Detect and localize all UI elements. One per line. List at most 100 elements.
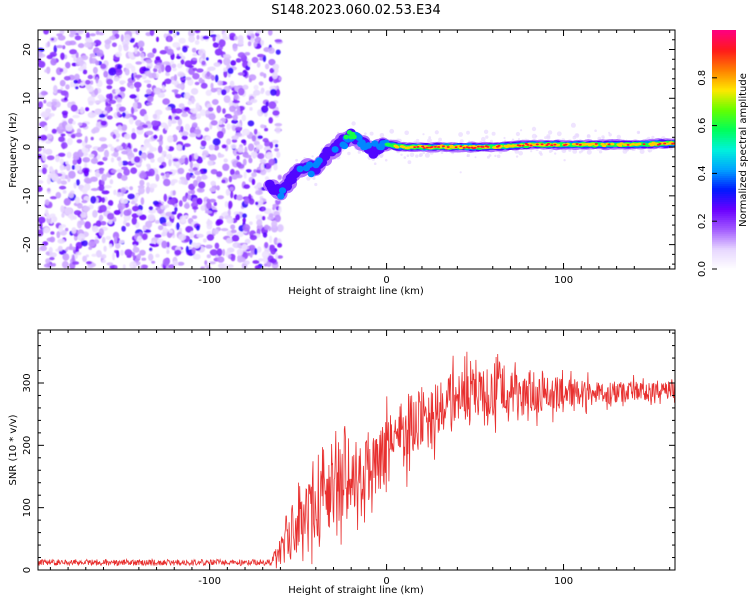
noise-speckle: [258, 81, 264, 86]
colorbar-segment: [712, 207, 736, 210]
noise-speckle: [265, 90, 272, 96]
noise-speckle: [228, 175, 233, 183]
noise-speckle: [135, 93, 139, 100]
noise-speckle: [113, 150, 119, 158]
colorbar-segment: [712, 193, 736, 196]
noise-speckle: [223, 95, 231, 103]
noise-speckle: [157, 92, 165, 98]
noise-speckle: [217, 80, 223, 86]
noise-speckle: [210, 169, 218, 175]
ridge-blob: [521, 144, 525, 147]
noise-speckle: [79, 106, 85, 114]
noise-speckle: [153, 67, 158, 73]
colorbar-segment: [712, 33, 736, 37]
noise-speckle: [136, 209, 143, 216]
colorbar-segment: [712, 163, 736, 167]
noise-speckle: [230, 190, 234, 199]
noise-speckle: [234, 86, 240, 91]
y-tick-label: 20: [22, 43, 33, 56]
halo-speckle: [517, 138, 521, 141]
noise-speckle: [216, 248, 223, 257]
noise-speckle: [177, 63, 183, 69]
noise-speckle: [70, 81, 74, 88]
noise-speckle: [167, 135, 174, 143]
noise-speckle: [250, 151, 258, 157]
noise-speckle: [137, 40, 145, 48]
noise-speckle: [48, 246, 53, 254]
noise-speckle: [258, 30, 263, 34]
noise-speckle: [58, 152, 66, 157]
noise-speckle: [108, 68, 117, 76]
noise-speckle: [114, 265, 118, 269]
noise-speckle: [149, 247, 153, 251]
colorbar-segment: [712, 175, 736, 178]
noise-speckle: [217, 195, 225, 200]
colorbar-segment: [712, 117, 736, 121]
noise-speckle: [166, 48, 174, 56]
noise-speckle: [213, 201, 217, 207]
noise-speckle: [116, 97, 123, 104]
noise-speckle: [137, 204, 143, 212]
noise-speckle: [82, 205, 91, 212]
halo-speckle: [491, 131, 496, 136]
noise-speckle: [68, 118, 74, 125]
noise-speckle: [120, 187, 127, 194]
colorbar-segment: [712, 253, 736, 256]
noise-speckle: [151, 260, 156, 264]
colorbar-segment: [712, 77, 736, 81]
noise-speckle: [68, 170, 76, 179]
noise-speckle: [189, 160, 193, 169]
ridge-group: [263, 128, 675, 201]
noise-speckle: [43, 30, 49, 35]
ridge-blob: [578, 143, 582, 146]
colorbar-segment: [712, 123, 736, 127]
noise-speckle: [172, 67, 177, 72]
noise-speckle: [158, 225, 164, 231]
noise-speckle: [61, 110, 68, 116]
noise-speckle: [265, 101, 269, 107]
noise-speckle: [236, 155, 240, 161]
noise-speckle: [84, 144, 92, 149]
noise-speckle: [95, 60, 100, 66]
noise-speckle: [71, 62, 78, 67]
colorbar-tick-label: 0.0: [697, 261, 708, 277]
noise-speckle: [237, 257, 244, 263]
noise-speckle: [251, 135, 257, 142]
noise-speckle: [45, 258, 51, 264]
noise-speckle: [142, 233, 148, 241]
ridge-blob: [555, 143, 561, 147]
noise-speckle: [196, 225, 200, 231]
noise-speckle: [212, 42, 219, 48]
noise-speckle: [261, 105, 269, 114]
halo-speckle: [369, 131, 374, 136]
noise-speckle: [223, 69, 228, 78]
ridge-blob: [553, 143, 557, 146]
noise-speckle: [99, 204, 107, 213]
noise-speckle: [177, 118, 183, 126]
colorbar-segment: [712, 165, 736, 169]
y-tick-label: 0: [22, 144, 33, 150]
noise-speckle: [145, 59, 153, 64]
noise-speckle: [206, 234, 215, 241]
noise-speckle: [222, 248, 226, 256]
halo-speckle: [438, 137, 442, 142]
y-tick-label: 200: [22, 436, 33, 455]
colorbar-segment: [712, 171, 736, 174]
noise-speckle: [139, 172, 147, 179]
noise-speckle: [45, 140, 52, 144]
noise-speckle: [254, 265, 261, 269]
colorbar-segment: [712, 59, 736, 63]
noise-speckle: [249, 252, 253, 258]
noise-speckle: [261, 251, 269, 259]
halo-speckle: [531, 126, 537, 132]
noise-speckle: [38, 216, 46, 224]
colorbar-segment: [712, 161, 736, 165]
noise-speckle: [196, 156, 203, 164]
noise-speckle: [235, 174, 243, 179]
noise-speckle: [191, 215, 198, 220]
noise-speckle: [217, 88, 221, 96]
noise-speckle: [223, 57, 231, 66]
noise-speckle: [185, 245, 189, 254]
halo-speckle: [515, 155, 519, 158]
noise-speckle: [84, 161, 88, 170]
